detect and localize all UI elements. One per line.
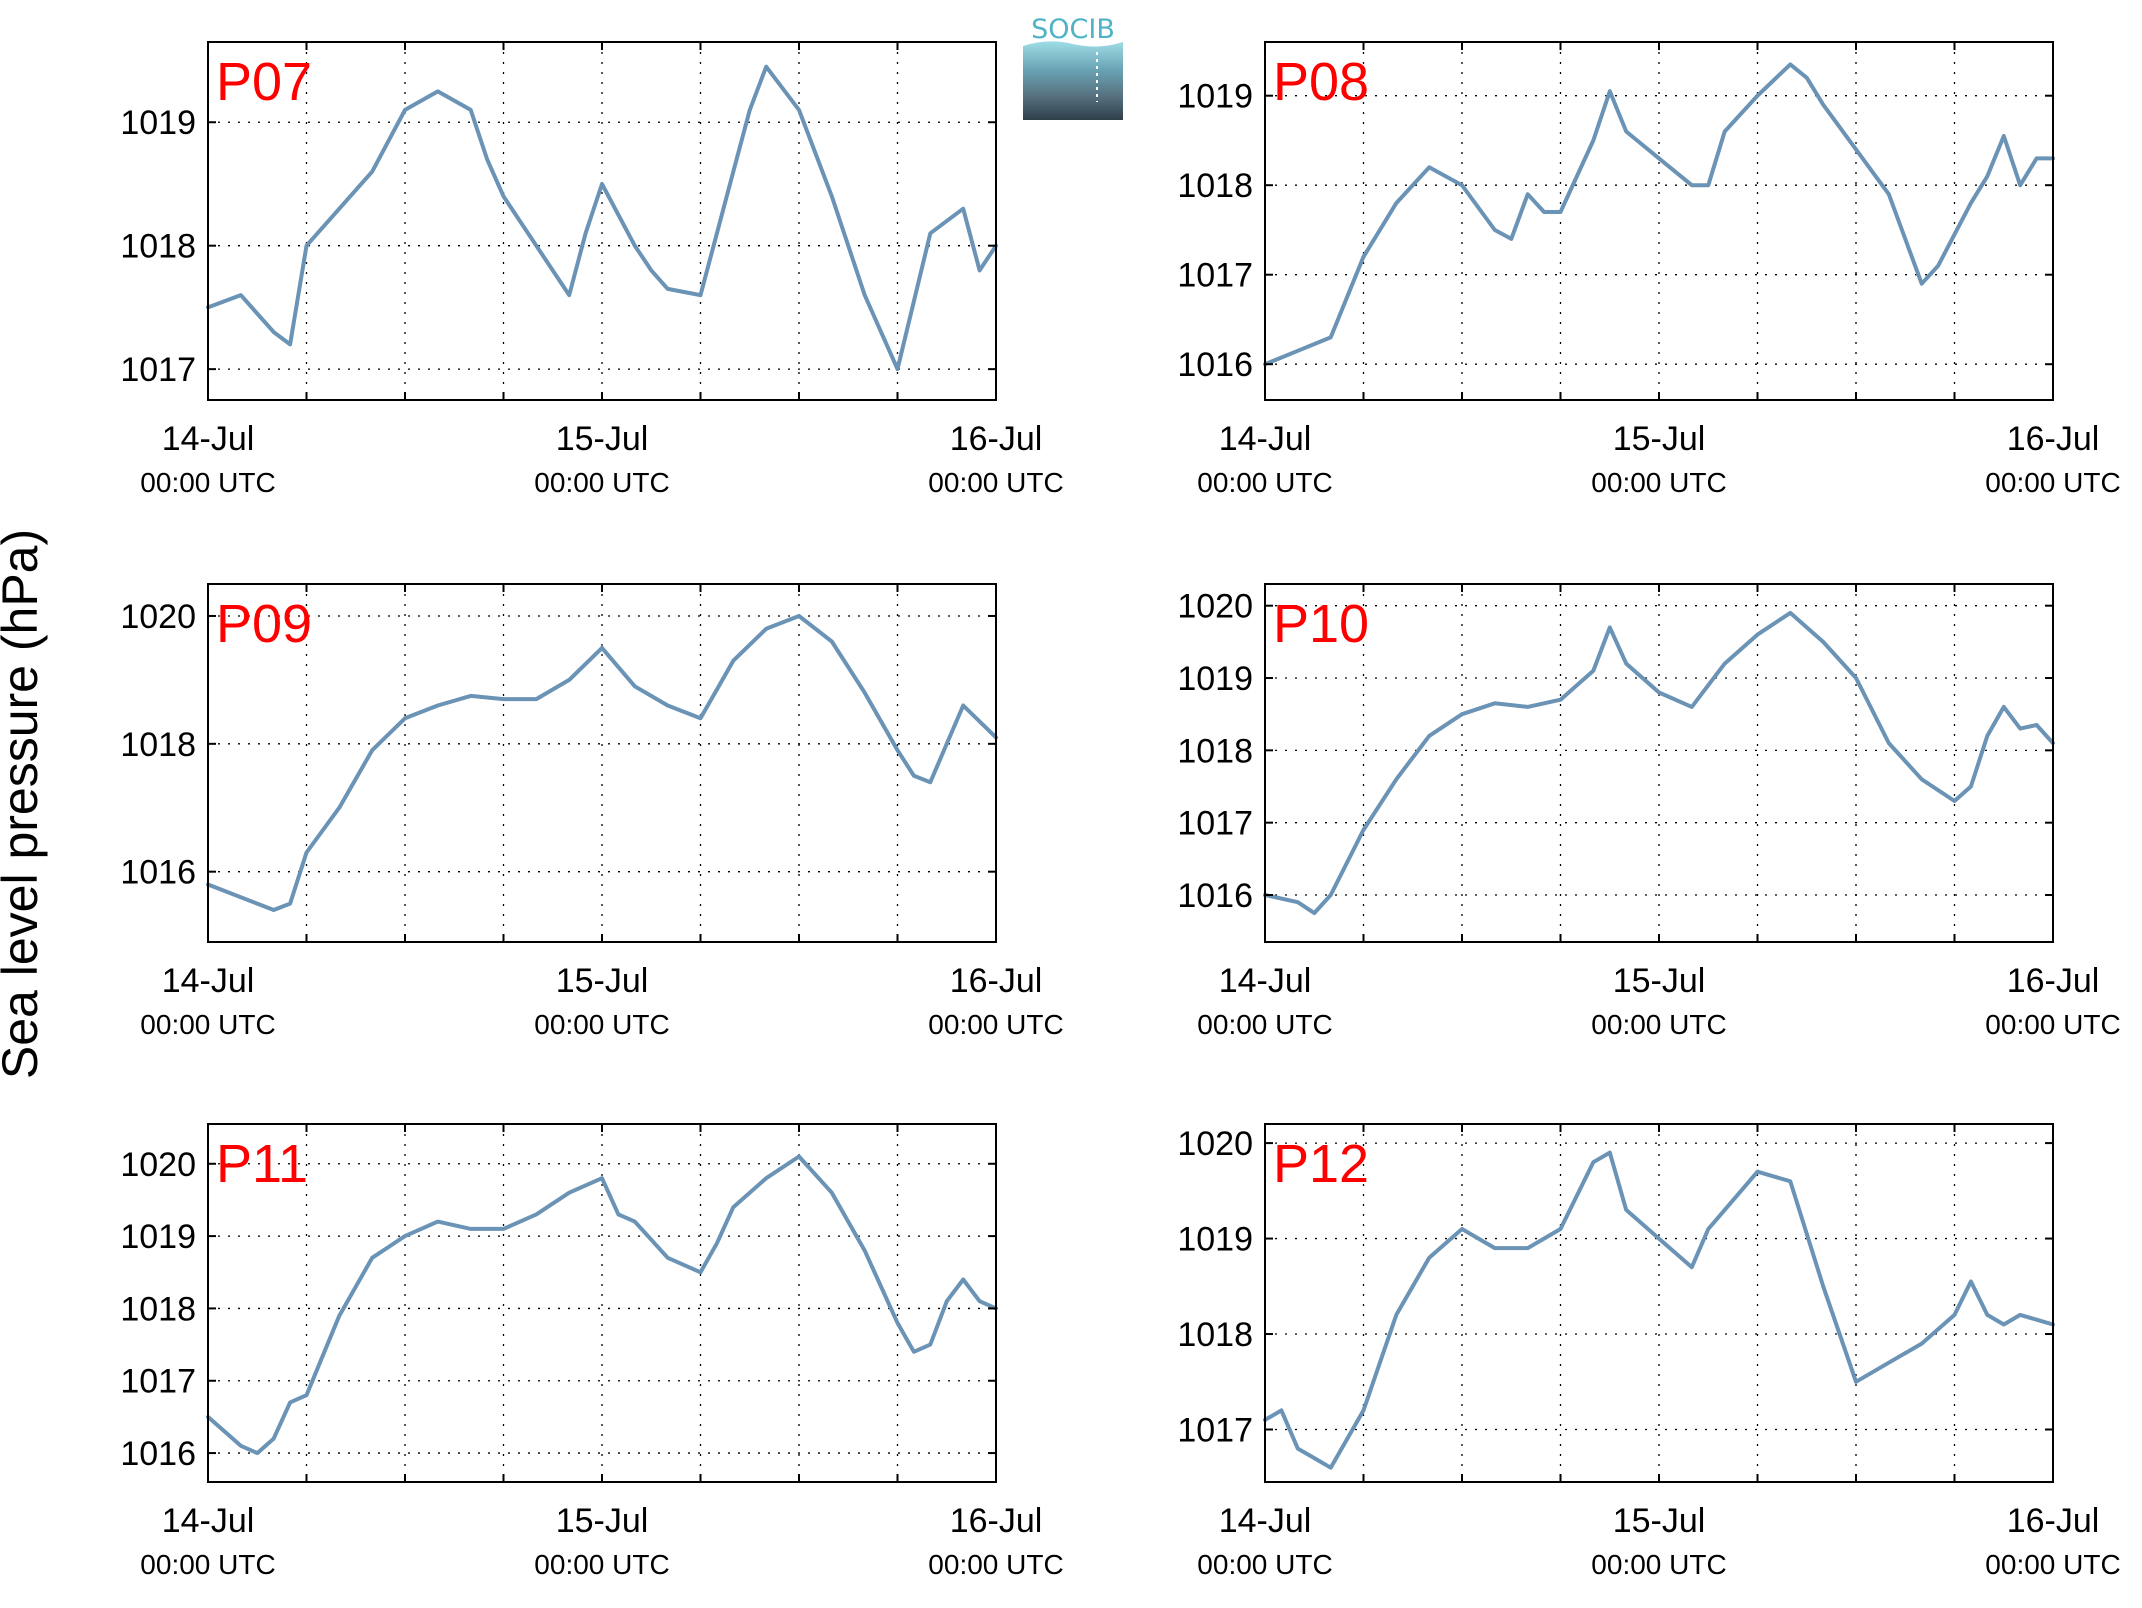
x-tick-sublabel: 00:00 UTC bbox=[1197, 467, 1332, 498]
x-tick-sublabel: 00:00 UTC bbox=[1591, 467, 1726, 498]
x-tick-label: 15-Jul bbox=[1613, 1502, 1706, 1540]
panel-title: P11 bbox=[216, 1134, 308, 1194]
y-tick-label: 1016 bbox=[1177, 346, 1253, 384]
x-tick-label: 15-Jul bbox=[556, 1502, 649, 1540]
series-line-p08 bbox=[1263, 62, 2055, 367]
y-tick-label: 1019 bbox=[1177, 660, 1253, 698]
panel-p11: 1016 1017 1018 1019 1020 14-Jul 00:00 UTC 15-Ju… bbox=[120, 1123, 1064, 1580]
x-tick-label: 16-Jul bbox=[2007, 962, 2100, 1000]
axes-frame bbox=[1264, 583, 2054, 943]
y-tick-label: 1018 bbox=[1177, 167, 1253, 205]
y-tick-label: 1017 bbox=[120, 1363, 196, 1401]
panel-title: P12 bbox=[1273, 1134, 1369, 1194]
y-tick-label: 1016 bbox=[1177, 877, 1253, 915]
panel-p07: 1017 1018 1019 14-Jul 00:00 UTC 15-Jul 00:00 U… bbox=[120, 41, 1064, 498]
x-tick-sublabel: 00:00 UTC bbox=[1985, 1549, 2120, 1580]
x-tick-sublabel: 00:00 UTC bbox=[140, 1009, 275, 1040]
x-tick-label: 16-Jul bbox=[950, 962, 1043, 1000]
x-tick-label: 15-Jul bbox=[556, 420, 649, 458]
x-tick-label: 16-Jul bbox=[950, 420, 1043, 458]
x-tick-sublabel: 00:00 UTC bbox=[534, 1549, 669, 1580]
y-tick-label: 1017 bbox=[120, 351, 196, 389]
y-tick-label: 1016 bbox=[120, 854, 196, 892]
y-tick-label: 1017 bbox=[1177, 1411, 1253, 1449]
x-tick-sublabel: 00:00 UTC bbox=[534, 1009, 669, 1040]
x-tick-sublabel: 00:00 UTC bbox=[1197, 1009, 1332, 1040]
socib-logo-text: SOCIB bbox=[1031, 14, 1115, 45]
series-line-p12 bbox=[1263, 1150, 2055, 1470]
x-tick-label: 15-Jul bbox=[1613, 962, 1706, 1000]
panel-p12: 1017 1018 1019 1020 14-Jul 00:00 UTC 15-Jul 00:… bbox=[1177, 1123, 2121, 1580]
panel-title: P07 bbox=[216, 52, 312, 112]
x-tick-label: 14-Jul bbox=[162, 420, 255, 458]
y-tick-label: 1018 bbox=[120, 726, 196, 764]
y-tick-label: 1018 bbox=[120, 1290, 196, 1328]
x-tick-label: 15-Jul bbox=[556, 962, 649, 1000]
series-line-p07 bbox=[206, 64, 998, 372]
x-tick-sublabel: 00:00 UTC bbox=[140, 467, 275, 498]
panel-title: P09 bbox=[216, 594, 312, 654]
x-tick-label: 16-Jul bbox=[950, 1502, 1043, 1540]
axes-frame bbox=[1264, 1123, 2054, 1483]
x-tick-sublabel: 00:00 UTC bbox=[928, 1549, 1063, 1580]
x-tick-label: 14-Jul bbox=[1219, 420, 1312, 458]
x-tick-sublabel: 00:00 UTC bbox=[1985, 1009, 2120, 1040]
axes-frame bbox=[207, 583, 997, 943]
y-tick-label: 1020 bbox=[1177, 588, 1253, 626]
y-tick-label: 1017 bbox=[1177, 805, 1253, 843]
y-tick-label: 1019 bbox=[1177, 78, 1253, 116]
y-tick-label: 1019 bbox=[1177, 1221, 1253, 1259]
x-tick-label: 14-Jul bbox=[1219, 1502, 1312, 1540]
y-tick-label: 1016 bbox=[120, 1435, 196, 1473]
x-tick-label: 14-Jul bbox=[162, 1502, 255, 1540]
x-tick-sublabel: 00:00 UTC bbox=[1985, 467, 2120, 498]
socib-logo bbox=[1023, 41, 1123, 120]
panel-p10: 1016 1017 1018 1019 1020 14-Jul 00:00 UTC 15-Ju… bbox=[1177, 583, 2121, 1040]
x-tick-label: 16-Jul bbox=[2007, 1502, 2100, 1540]
x-tick-sublabel: 00:00 UTC bbox=[1591, 1009, 1726, 1040]
x-tick-label: 16-Jul bbox=[2007, 420, 2100, 458]
x-tick-label: 14-Jul bbox=[162, 962, 255, 1000]
y-tick-label: 1020 bbox=[1177, 1125, 1253, 1163]
series-line-p10 bbox=[1263, 610, 2055, 916]
x-tick-sublabel: 00:00 UTC bbox=[534, 467, 669, 498]
panel-title: P10 bbox=[1273, 594, 1369, 654]
y-tick-label: 1019 bbox=[120, 104, 196, 142]
x-tick-label: 15-Jul bbox=[1613, 420, 1706, 458]
y-tick-label: 1018 bbox=[1177, 1316, 1253, 1354]
series-line-p09 bbox=[206, 614, 998, 912]
x-tick-label: 14-Jul bbox=[1219, 962, 1312, 1000]
x-tick-sublabel: 00:00 UTC bbox=[1197, 1549, 1332, 1580]
y-tick-label: 1018 bbox=[1177, 732, 1253, 770]
panel-title: P08 bbox=[1273, 52, 1369, 112]
x-tick-sublabel: 00:00 UTC bbox=[928, 467, 1063, 498]
y-tick-label: 1018 bbox=[120, 228, 196, 266]
x-tick-sublabel: 00:00 UTC bbox=[1591, 1549, 1726, 1580]
y-tick-label: 1017 bbox=[1177, 257, 1253, 295]
x-tick-sublabel: 00:00 UTC bbox=[140, 1549, 275, 1580]
y-tick-label: 1020 bbox=[120, 1146, 196, 1184]
panel-p08: 1016 1017 1018 1019 14-Jul 00:00 UTC 15-Jul 00:… bbox=[1177, 41, 2121, 498]
x-tick-sublabel: 00:00 UTC bbox=[928, 1009, 1063, 1040]
y-tick-label: 1019 bbox=[120, 1218, 196, 1256]
series-line-p11 bbox=[206, 1154, 998, 1456]
y-tick-label: 1020 bbox=[120, 598, 196, 636]
panel-p09: 1016 1018 1020 14-Jul 00:00 UTC 15-Jul 00:00 U… bbox=[120, 583, 1064, 1040]
